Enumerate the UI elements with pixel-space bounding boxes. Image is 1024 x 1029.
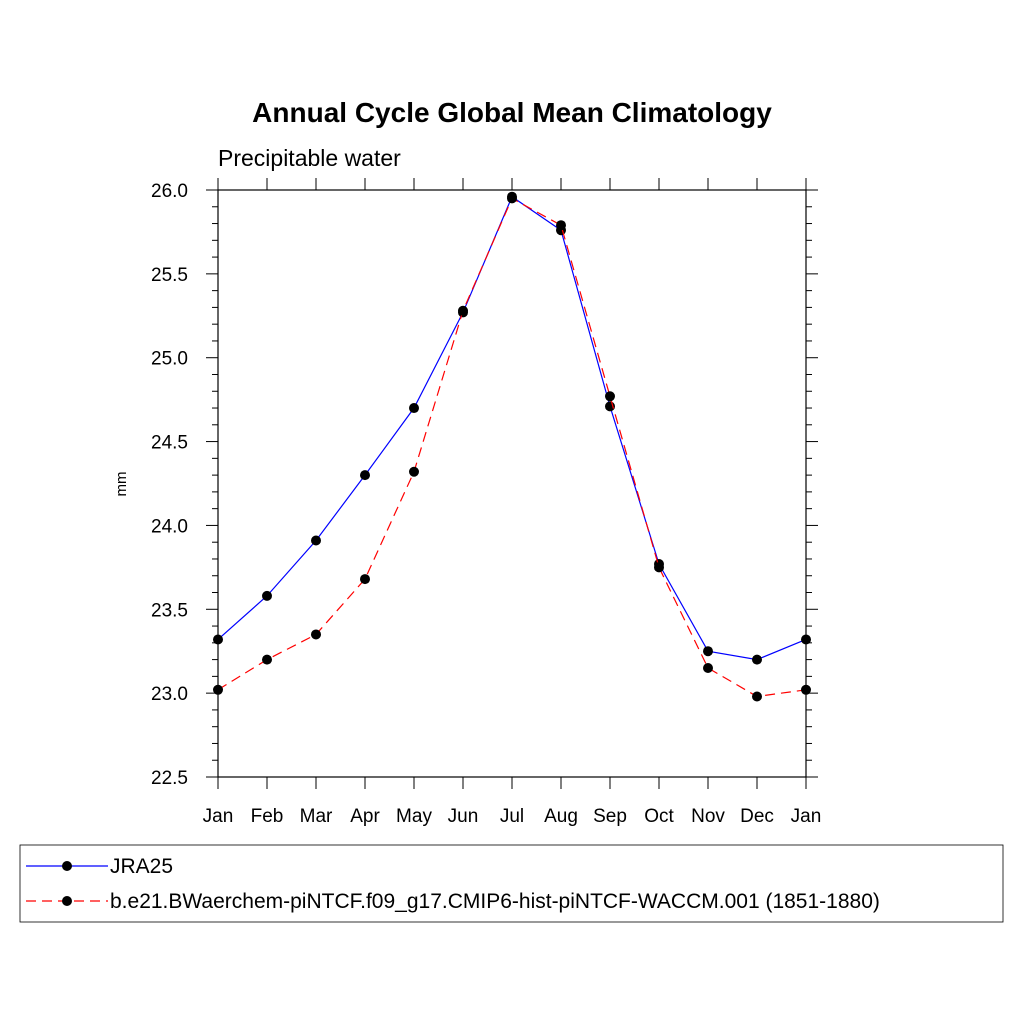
- series-1-point: [556, 220, 566, 231]
- x-tick-label: Aug: [544, 806, 578, 827]
- series-0-point: [213, 634, 223, 645]
- series-line-0: [217, 195, 807, 661]
- legend-label-0: JRA25: [110, 855, 173, 878]
- y-tick-label: 22.5: [151, 768, 188, 789]
- series-1-point: [458, 305, 468, 316]
- x-tick-label: Jun: [448, 806, 479, 827]
- x-tick-label: Nov: [691, 806, 725, 827]
- y-tick-label: 24.5: [151, 433, 188, 454]
- legend-marker-1: [62, 896, 72, 906]
- series-1-point: [654, 562, 664, 573]
- series-1-point: [360, 574, 370, 585]
- series-1-point: [262, 654, 272, 665]
- series-0-point: [409, 403, 419, 414]
- legend-box: [19, 844, 1004, 923]
- plot-area: Jan Feb Mar Apr May Jun Jul Aug Sep Oct Nov Dec Jan 2…: [151, 178, 821, 827]
- x-tick-label: Feb: [251, 806, 284, 827]
- series-1-point: [409, 466, 419, 477]
- series-0-point: [703, 646, 713, 657]
- y-tick-label: 23.5: [151, 600, 188, 621]
- x-tick-label: Apr: [350, 806, 380, 827]
- x-tick-label: Jan: [791, 806, 822, 827]
- legend-label-1: b.e21.BWaerchem-piNTCF.f09_g17.CMIP6-his…: [110, 890, 880, 913]
- x-tick-label: Oct: [644, 806, 674, 827]
- series-0-point: [262, 590, 272, 601]
- x-tick-label: May: [396, 806, 432, 827]
- legend-marker-0: [62, 861, 72, 871]
- chart-title: Annual Cycle Global Mean Climatology: [252, 97, 772, 128]
- series-line-1: [217, 197, 807, 698]
- plot-frame: [217, 189, 807, 778]
- y-tick-label: 24.0: [151, 516, 188, 537]
- y-tick-label: 23.0: [151, 684, 188, 705]
- series-1-point: [801, 684, 811, 695]
- series-0-point: [752, 654, 762, 665]
- y-tick-label: 25.0: [151, 349, 188, 370]
- series-1-point: [752, 691, 762, 702]
- x-tick-label: Jan: [203, 806, 234, 827]
- legend: JRA25 b.e21.BWaerchem-piNTCF.f09_g17.CMIP…: [19, 844, 1004, 923]
- x-tick-label: Sep: [593, 806, 627, 827]
- series-1-point: [605, 391, 615, 402]
- series-1-point: [507, 193, 517, 204]
- series-0-point: [360, 470, 370, 481]
- x-tick-label: Mar: [300, 806, 333, 827]
- series-1-point: [213, 684, 223, 695]
- y-tick-label: 26.0: [151, 181, 188, 202]
- x-tick-label: Dec: [740, 806, 774, 827]
- series-0-point: [801, 634, 811, 645]
- series-0-point: [311, 535, 321, 546]
- chart-subtitle: Precipitable water: [218, 145, 401, 171]
- series-1-point: [311, 629, 321, 640]
- x-tick-label: Jul: [500, 806, 524, 827]
- y-tick-label: 25.5: [151, 265, 188, 286]
- series-1-point: [703, 662, 713, 673]
- y-axis-label: mm: [113, 472, 130, 497]
